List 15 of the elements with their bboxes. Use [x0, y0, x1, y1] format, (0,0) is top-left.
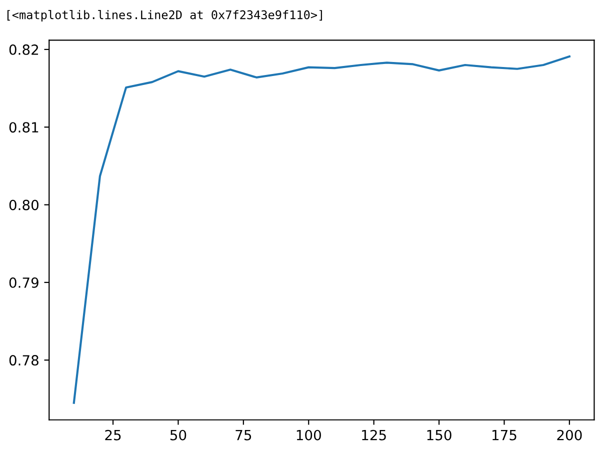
y-tick-label: 0.79: [9, 277, 38, 288]
x-tick-label: 200: [557, 430, 582, 440]
x-tick-label: 50: [170, 430, 186, 440]
y-tick-label: 0.81: [9, 122, 38, 133]
line-series: [72, 55, 570, 404]
y-tick-label: 0.78: [9, 355, 38, 366]
x-tick-label: 75: [236, 430, 252, 440]
x-tick-label: 25: [105, 430, 121, 440]
y-tick-label: 0.82: [9, 44, 38, 55]
y-tick-label: 0.80: [9, 200, 38, 210]
x-tick-label: 150: [427, 430, 452, 440]
text: [<matplotlib.lines.Line2D at 0x7f2343e9f110>]: [7, 10, 322, 22]
x-tick-label: 175: [492, 430, 516, 440]
x-tick-label: 125: [362, 430, 386, 440]
x-tick-label: 100: [296, 430, 321, 440]
